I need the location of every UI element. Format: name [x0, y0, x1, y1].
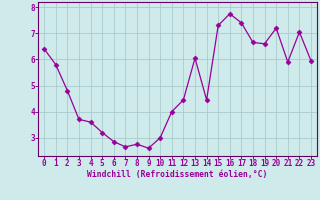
X-axis label: Windchill (Refroidissement éolien,°C): Windchill (Refroidissement éolien,°C)	[87, 170, 268, 179]
